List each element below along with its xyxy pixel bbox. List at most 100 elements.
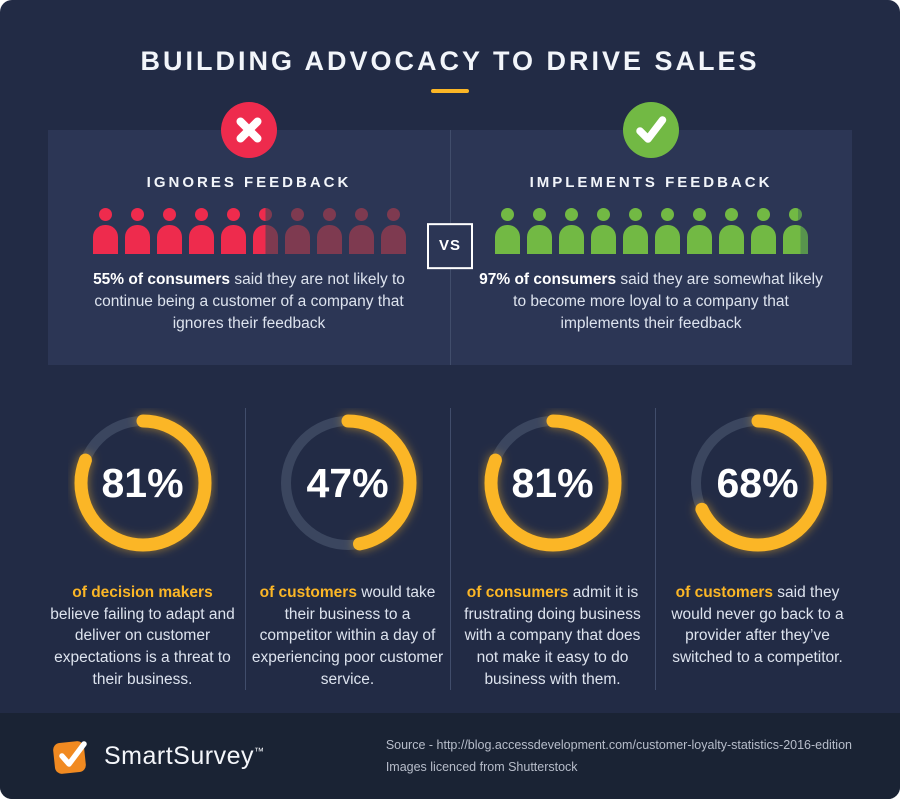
person-body bbox=[124, 225, 150, 254]
donut-chart-81-consumers: 81% bbox=[478, 408, 628, 558]
ignores-feedback-stat-text: 55% of consumers said they are not likel… bbox=[73, 269, 425, 335]
person-icon bbox=[252, 208, 279, 254]
person-head bbox=[130, 208, 144, 221]
implements-feedback-section: IMPLEMENTS FEEDBACK 97% of consumers sai… bbox=[450, 102, 852, 365]
source-line-2: Images licenced from Shutterstock bbox=[385, 760, 578, 774]
person-head bbox=[290, 208, 304, 221]
person-icon bbox=[686, 208, 713, 254]
person-body bbox=[622, 225, 648, 254]
stat-caption: of consumers admit it is frustrating doi… bbox=[456, 582, 649, 690]
stat-highlight: of decision makers bbox=[72, 584, 213, 601]
person-head bbox=[532, 208, 546, 221]
green-people-pictogram bbox=[494, 208, 809, 254]
person-icon bbox=[380, 208, 407, 254]
person-head bbox=[354, 208, 368, 221]
person-icon bbox=[558, 208, 585, 254]
person-head bbox=[322, 208, 336, 221]
person-body bbox=[252, 225, 278, 254]
donut-gauge bbox=[74, 414, 211, 552]
donut-chart-47-customers: 47% bbox=[273, 408, 423, 558]
page-title: BUILDING ADVOCACY TO DRIVE SALES bbox=[140, 46, 760, 76]
donut-chart-81-decision-makers: 81% bbox=[68, 408, 218, 558]
person-icon bbox=[316, 208, 343, 254]
stat-highlight: of customers bbox=[259, 584, 357, 601]
person-icon bbox=[284, 208, 311, 254]
person-icon bbox=[782, 208, 809, 254]
stat-column-competitor-day: 47% of customers would take their busine… bbox=[245, 396, 450, 691]
person-head bbox=[564, 208, 578, 221]
person-icon bbox=[124, 208, 151, 254]
implements-feedback-stat-text: 97% of consumers said they are somewhat … bbox=[475, 269, 827, 335]
stat-text: said they would never go back to a provi… bbox=[671, 584, 844, 667]
stat-column-frustrating-business: 81% of consumers admit it is frustrating… bbox=[450, 396, 655, 691]
stat-text: would take their business to a competito… bbox=[251, 584, 444, 688]
smartsurvey-brand: SmartSurvey™ bbox=[48, 733, 264, 779]
brand-name: SmartSurvey™ bbox=[104, 742, 264, 771]
donut-gauge bbox=[484, 414, 621, 552]
donut-percent-label: 81% bbox=[101, 459, 184, 506]
person-body bbox=[156, 225, 182, 254]
stat-text: admit it is frustrating doing business w… bbox=[464, 584, 641, 688]
vs-badge: VS bbox=[427, 222, 473, 269]
donut-percent-label: 68% bbox=[716, 459, 799, 506]
x-circle-icon bbox=[221, 102, 277, 158]
person-head bbox=[692, 208, 706, 221]
person-head bbox=[386, 208, 400, 221]
person-icon bbox=[622, 208, 649, 254]
source-attribution: Source - http://blog.accessdevelopment.c… bbox=[386, 734, 852, 779]
stat-column-never-go-back: 68% of customers said they would never g… bbox=[655, 396, 860, 691]
person-body bbox=[718, 225, 744, 254]
vs-label: VS bbox=[438, 237, 461, 255]
person-icon bbox=[494, 208, 521, 254]
implements-feedback-heading: IMPLEMENTS FEEDBACK bbox=[529, 174, 773, 191]
smartsurvey-logo-icon bbox=[53, 741, 87, 774]
stat-caption: of customers said they would never go ba… bbox=[661, 582, 854, 669]
person-head bbox=[194, 208, 208, 221]
person-body bbox=[348, 225, 374, 254]
person-icon bbox=[220, 208, 247, 254]
person-icon bbox=[156, 208, 183, 254]
ignores-feedback-heading: IGNORES FEEDBACK bbox=[146, 174, 352, 191]
donut-percent-label: 81% bbox=[511, 459, 594, 506]
donut-percent-label: 47% bbox=[306, 459, 389, 506]
person-head bbox=[660, 208, 674, 221]
person-body bbox=[590, 225, 616, 254]
stat-highlight: of customers bbox=[675, 584, 773, 601]
person-head bbox=[500, 208, 514, 221]
person-body bbox=[220, 225, 246, 254]
person-body bbox=[750, 225, 776, 254]
person-body bbox=[188, 225, 214, 254]
person-icon bbox=[188, 208, 215, 254]
person-icon bbox=[750, 208, 777, 254]
footer: SmartSurvey™ Source - http://blog.access… bbox=[0, 713, 900, 799]
person-icon bbox=[348, 208, 375, 254]
person-body bbox=[380, 225, 406, 254]
header: BUILDING ADVOCACY TO DRIVE SALES bbox=[0, 0, 900, 130]
person-head bbox=[628, 208, 642, 221]
comparison-panel: IGNORES FEEDBACK 55% of consumers said t… bbox=[48, 102, 852, 365]
person-head bbox=[162, 208, 176, 221]
stat-caption: of customers would take their business t… bbox=[251, 582, 444, 690]
person-icon bbox=[526, 208, 553, 254]
person-body bbox=[782, 225, 808, 254]
person-body bbox=[92, 225, 118, 254]
person-body bbox=[686, 225, 712, 254]
person-head bbox=[258, 208, 272, 221]
stat-rest: said they are somewhat likely to become … bbox=[513, 271, 823, 332]
stats-row: 81% of decision makers believe failing t… bbox=[40, 396, 860, 691]
person-body bbox=[284, 225, 310, 254]
person-head bbox=[596, 208, 610, 221]
person-body bbox=[654, 225, 680, 254]
donut-gauge bbox=[689, 414, 826, 552]
person-head bbox=[724, 208, 738, 221]
person-body bbox=[526, 225, 552, 254]
person-body bbox=[316, 225, 342, 254]
person-icon bbox=[654, 208, 681, 254]
stat-caption: of decision makers believe failing to ad… bbox=[46, 582, 239, 690]
person-head bbox=[788, 208, 802, 221]
person-icon bbox=[92, 208, 119, 254]
person-head bbox=[756, 208, 770, 221]
person-icon bbox=[718, 208, 745, 254]
person-body bbox=[494, 225, 520, 254]
stat-bold: 97% of consumers bbox=[479, 271, 617, 288]
